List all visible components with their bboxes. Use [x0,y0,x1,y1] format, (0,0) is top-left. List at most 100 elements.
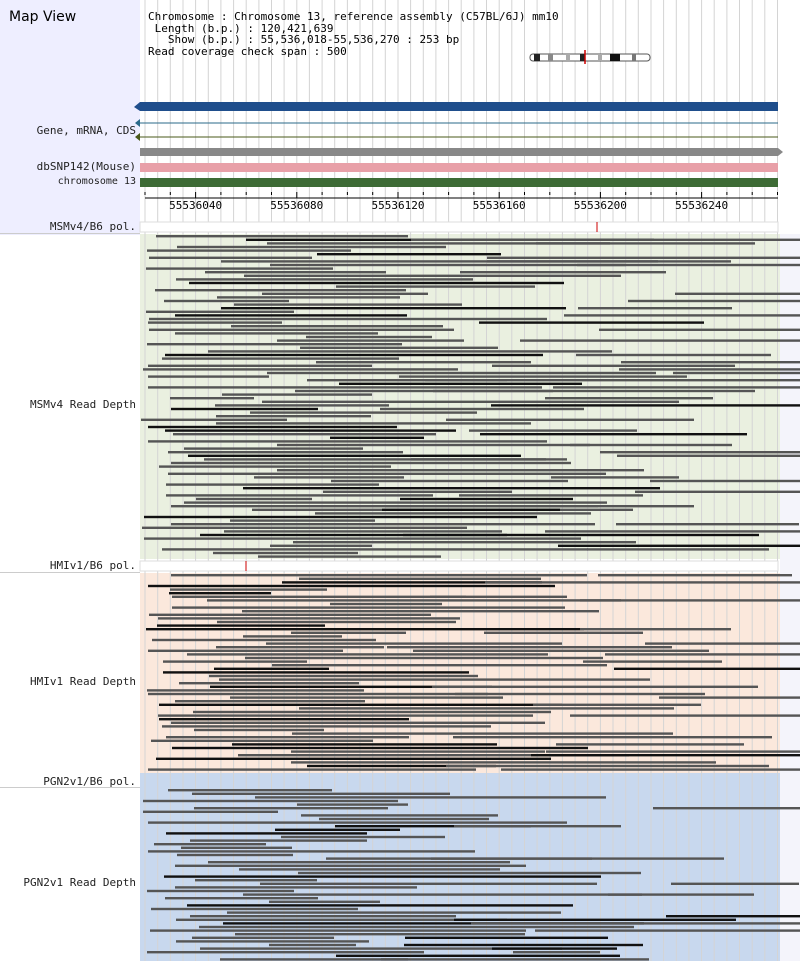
msm-read[interactable] [487,256,800,259]
pgn-read[interactable] [227,911,561,914]
msm-pol-track[interactable] [139,221,779,233]
pgn-read[interactable] [192,936,334,939]
pgn-read[interactable] [297,803,408,806]
pgn-read[interactable] [200,947,562,950]
hmi-read[interactable] [598,574,792,577]
hmi-read[interactable] [151,739,373,742]
msm-read[interactable] [165,353,543,357]
msm-read[interactable] [213,551,358,555]
pgn-read[interactable] [281,835,445,839]
pgn-read[interactable] [143,799,398,803]
msm-read[interactable] [148,321,282,324]
hmi-read[interactable] [171,574,587,577]
hmi-read[interactable] [194,728,324,732]
msm-read[interactable] [339,382,582,385]
msm-read[interactable] [144,537,581,540]
hmi-read[interactable] [291,761,716,764]
msm-read[interactable] [250,411,477,414]
hmi-read[interactable] [430,595,567,598]
pgn-read[interactable] [492,947,617,950]
msm-read[interactable] [270,263,626,267]
msm-read[interactable] [619,368,800,371]
msm-read[interactable] [146,267,333,270]
pgn-read[interactable] [404,943,643,947]
msm-read[interactable] [267,371,656,375]
msm-read[interactable] [385,505,694,508]
msm-read[interactable] [262,400,679,403]
hmi-read[interactable] [232,743,497,746]
msm-read[interactable] [143,368,458,371]
hmi-read[interactable] [172,595,466,598]
msm-read[interactable] [558,544,800,547]
msm-read[interactable] [224,530,502,533]
msm-read[interactable] [189,281,564,285]
msm-read[interactable] [155,289,406,292]
msm-read[interactable] [616,523,799,526]
hmi-read[interactable] [307,764,496,768]
hmi-read[interactable] [242,610,599,613]
hmi-read[interactable] [149,613,431,616]
msm-read[interactable] [222,393,372,396]
msm-read[interactable] [331,479,568,483]
msm-read[interactable] [176,278,473,281]
msm-read[interactable] [479,321,704,324]
hmi-read[interactable] [485,581,800,584]
hmi-read[interactable] [156,757,551,760]
gene-track-gray-bar[interactable] [140,148,783,156]
msm-read[interactable] [205,271,386,274]
msm-read[interactable] [162,548,588,551]
msm-read[interactable] [215,404,389,407]
hmi-read[interactable] [159,718,409,721]
pgn-read[interactable] [187,904,573,907]
msm-read[interactable] [487,260,731,263]
msm-read[interactable] [270,544,372,547]
hmi-read[interactable] [207,599,621,602]
msm-read[interactable] [307,379,507,382]
hmi-read[interactable] [605,653,800,656]
hmi-read[interactable] [148,692,488,696]
msm-read[interactable] [204,458,567,461]
pgn-read[interactable] [177,853,293,857]
hmi-read[interactable] [446,764,769,768]
pgn-read[interactable] [298,871,641,875]
msm-read[interactable] [164,299,289,303]
pgn-read[interactable] [175,886,417,889]
msm-read[interactable] [599,328,800,331]
pgn-read[interactable] [335,825,531,828]
msm-read[interactable] [188,454,521,457]
hmi-read[interactable] [148,649,343,652]
msm-read[interactable] [148,364,372,367]
msm-read[interactable] [492,364,735,367]
hmi-read[interactable] [175,700,365,703]
msm-read[interactable] [382,508,560,511]
pgn-read[interactable] [513,951,600,954]
hmi-read[interactable] [330,602,442,606]
msm-read[interactable] [254,476,404,479]
hmi-read[interactable] [193,710,551,714]
pgn-read[interactable] [381,958,649,961]
pgn-read[interactable] [405,936,608,939]
hmi-read[interactable] [659,696,800,699]
msm-read[interactable] [576,353,771,357]
chromosome-bar[interactable] [140,178,778,187]
msm-read[interactable] [144,515,537,519]
hmi-read[interactable] [432,685,758,688]
msm-read[interactable] [277,469,644,472]
msm-read[interactable] [480,433,747,436]
msm-read[interactable] [411,238,800,241]
msm-read[interactable] [159,465,391,468]
msm-read[interactable] [244,274,621,277]
msm-read[interactable] [177,245,446,249]
hmi-read[interactable] [166,736,409,739]
pgn-read[interactable] [454,825,621,828]
hmi-read[interactable] [163,671,469,674]
pgn-read[interactable] [147,889,294,893]
pgn-read[interactable] [175,864,526,867]
msm-read[interactable] [262,292,428,295]
pgn-read[interactable] [147,951,424,954]
msm-read[interactable] [617,454,800,457]
hmi-read[interactable] [570,714,800,717]
msm-read[interactable] [578,307,732,310]
msm-read[interactable] [336,285,535,288]
msm-read[interactable] [380,407,584,411]
